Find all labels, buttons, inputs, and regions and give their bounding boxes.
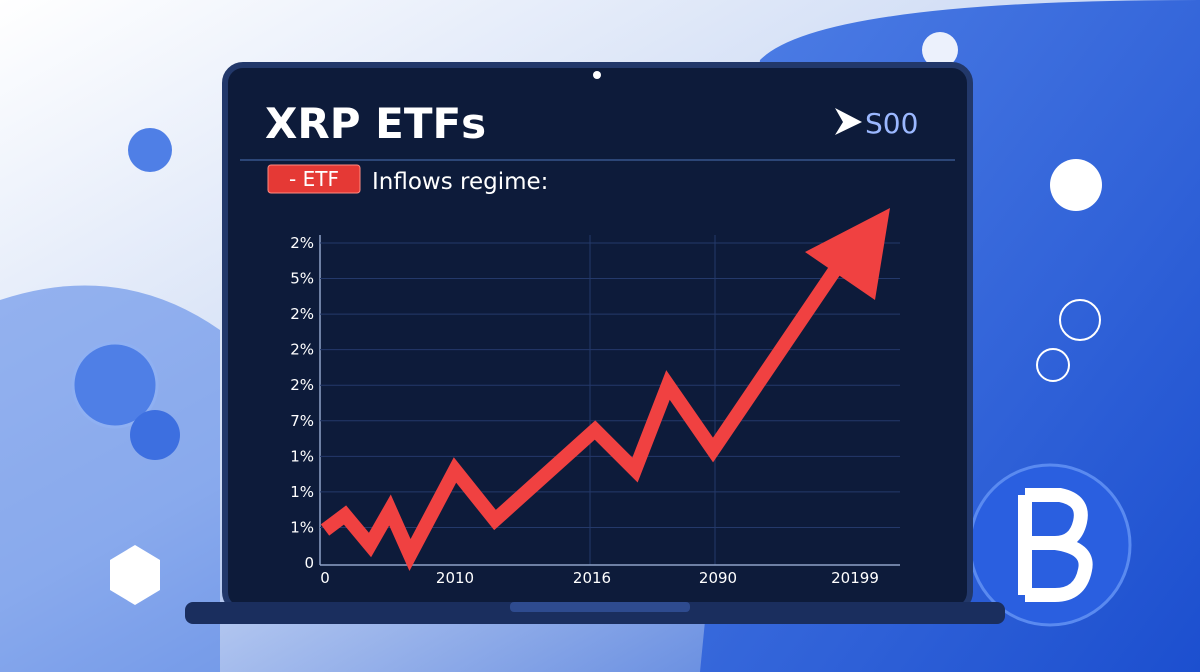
arrow-head	[805, 208, 890, 300]
background-blob	[0, 285, 220, 672]
y-label: 5%	[290, 270, 314, 288]
arrow-icon	[835, 108, 862, 135]
y-label: 1%	[290, 518, 314, 536]
laptop-notch	[510, 602, 690, 612]
badge-label: - ETF	[289, 167, 339, 191]
y-label: 2%	[290, 305, 314, 323]
corner-label: S00	[865, 107, 918, 140]
x-label: 2010	[436, 569, 474, 587]
x-label: 2016	[573, 569, 611, 587]
laptop-base	[185, 602, 1005, 624]
subtitle: Inflows regime:	[372, 169, 548, 195]
y-label: 2%	[290, 376, 314, 394]
camera	[593, 71, 601, 79]
y-label: 2%	[290, 341, 314, 359]
y-label: 1%	[290, 483, 314, 501]
y-label: 7%	[290, 412, 314, 430]
coin-icons	[71, 32, 1132, 627]
x-label: 0	[320, 569, 330, 587]
y-label: 0	[304, 554, 314, 572]
y-label: 2%	[290, 234, 314, 252]
chart: 2% 5% 2% 2% 2% 7% 1% 1% 1% 00 2010 2016 2090 20199	[290, 234, 900, 587]
x-label: 2090	[699, 569, 737, 587]
y-label: 1%	[290, 447, 314, 465]
badge	[267, 164, 361, 194]
screen-title: XRP ETFs	[265, 99, 486, 148]
x-label: 20199	[831, 569, 879, 587]
trend-arrow	[320, 266, 841, 571]
